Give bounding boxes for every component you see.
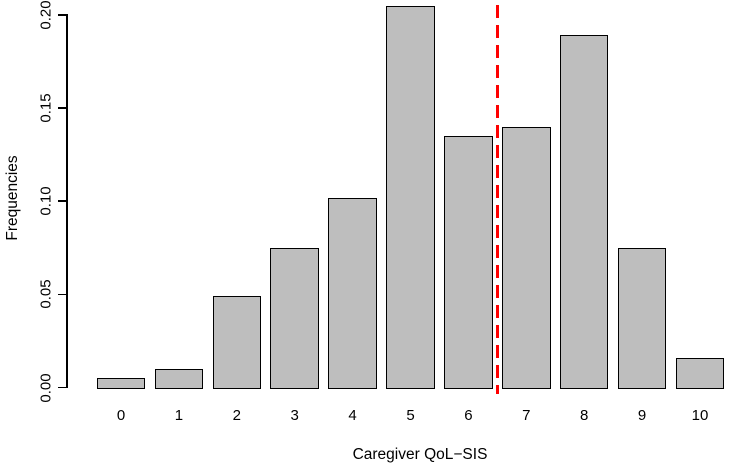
x-tick-label-10: 10 xyxy=(691,407,709,424)
bar-5 xyxy=(386,5,435,389)
x-tick-label-9: 9 xyxy=(637,407,647,424)
y-tick-mark xyxy=(58,293,67,296)
y-tick-mark xyxy=(58,386,67,389)
bar-4 xyxy=(328,197,377,389)
bar-3 xyxy=(270,247,319,389)
y-tick-mark xyxy=(58,200,67,203)
reference-line xyxy=(495,5,499,394)
x-axis-title: Caregiver QoL−SIS xyxy=(352,446,488,463)
x-tick-label-5: 5 xyxy=(406,407,415,424)
y-tick-label: 0.15 xyxy=(37,93,54,123)
bar-10 xyxy=(675,357,725,389)
x-tick-label-2: 2 xyxy=(232,407,241,424)
y-axis-title: Frequencies xyxy=(4,155,21,241)
bar-1 xyxy=(154,368,204,389)
y-tick-label: 0.20 xyxy=(37,0,54,30)
y-tick-label: 0.10 xyxy=(37,186,54,216)
bar-2 xyxy=(212,296,262,389)
bar-6 xyxy=(444,136,493,389)
x-tick-label-1: 1 xyxy=(174,407,184,424)
y-axis-line xyxy=(66,14,68,389)
x-tick-label-7: 7 xyxy=(522,407,531,424)
bar-8 xyxy=(559,35,609,389)
y-tick-label: 0.05 xyxy=(37,279,54,309)
y-tick-mark xyxy=(58,107,67,109)
bar-7 xyxy=(502,126,551,389)
y-tick-mark xyxy=(58,14,67,16)
x-tick-label-6: 6 xyxy=(464,407,473,424)
x-tick-label-4: 4 xyxy=(348,407,357,424)
bar-9 xyxy=(617,247,667,389)
x-tick-label-3: 3 xyxy=(290,407,299,424)
y-tick-label: 0.00 xyxy=(37,372,54,403)
bar-0 xyxy=(96,378,146,389)
x-tick-label-8: 8 xyxy=(580,407,589,424)
x-tick-label-0: 0 xyxy=(116,407,126,424)
